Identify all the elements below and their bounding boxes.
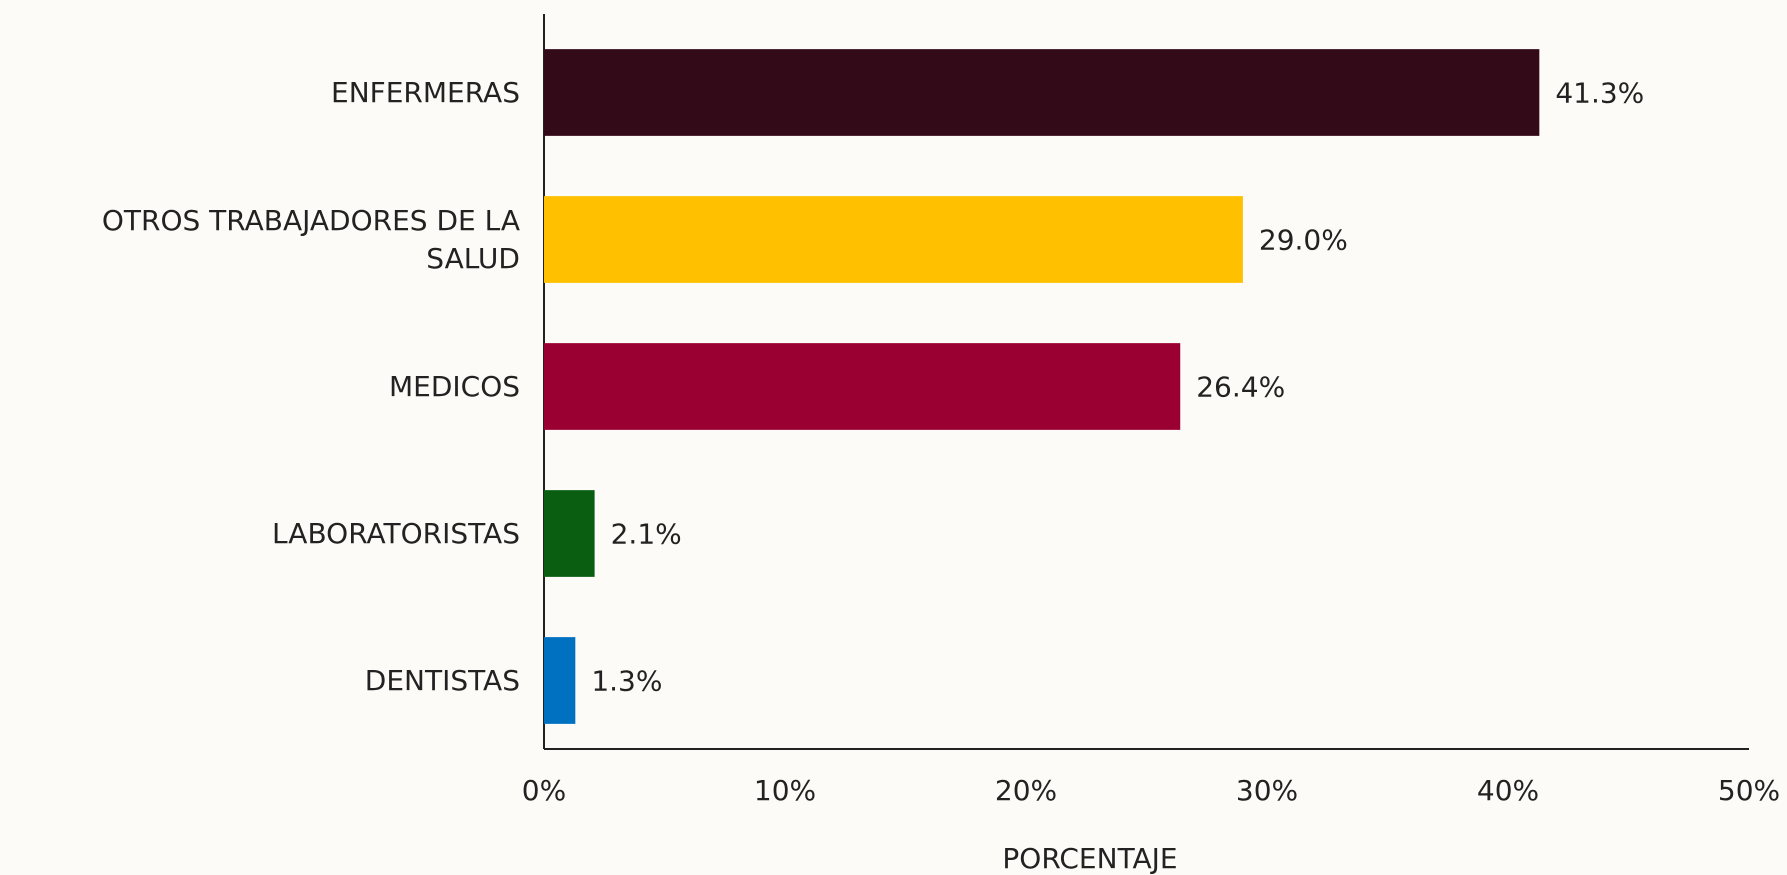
y-tick-label: DENTISTAS: [364, 663, 520, 697]
x-tick-label: 0%: [522, 774, 566, 807]
bar: [544, 49, 1540, 136]
value-label: 2.1%: [611, 518, 682, 551]
x-tick-label: 30%: [1236, 774, 1298, 807]
value-label: 41.3%: [1555, 77, 1644, 110]
y-tick-label: OTROS TRABAJADORES DE LA SALUD: [101, 203, 520, 275]
x-axis-title: PORCENTAJE: [1002, 842, 1177, 875]
value-label: 1.3%: [591, 665, 662, 698]
x-tick-label: 50%: [1718, 774, 1780, 807]
y-tick-label: LABORATORISTAS: [272, 516, 520, 550]
bar: [544, 196, 1243, 283]
x-tick-label: 10%: [754, 774, 816, 807]
value-label: 26.4%: [1196, 371, 1285, 404]
value-label: 29.0%: [1259, 224, 1348, 257]
bar: [544, 490, 595, 577]
bar: [544, 343, 1181, 430]
x-tick-label: 20%: [995, 774, 1057, 807]
y-tick-label: MEDICOS: [388, 369, 520, 403]
x-tick-label: 40%: [1477, 774, 1539, 807]
y-tick-label: ENFERMERAS: [331, 75, 520, 109]
bar: [544, 637, 576, 724]
